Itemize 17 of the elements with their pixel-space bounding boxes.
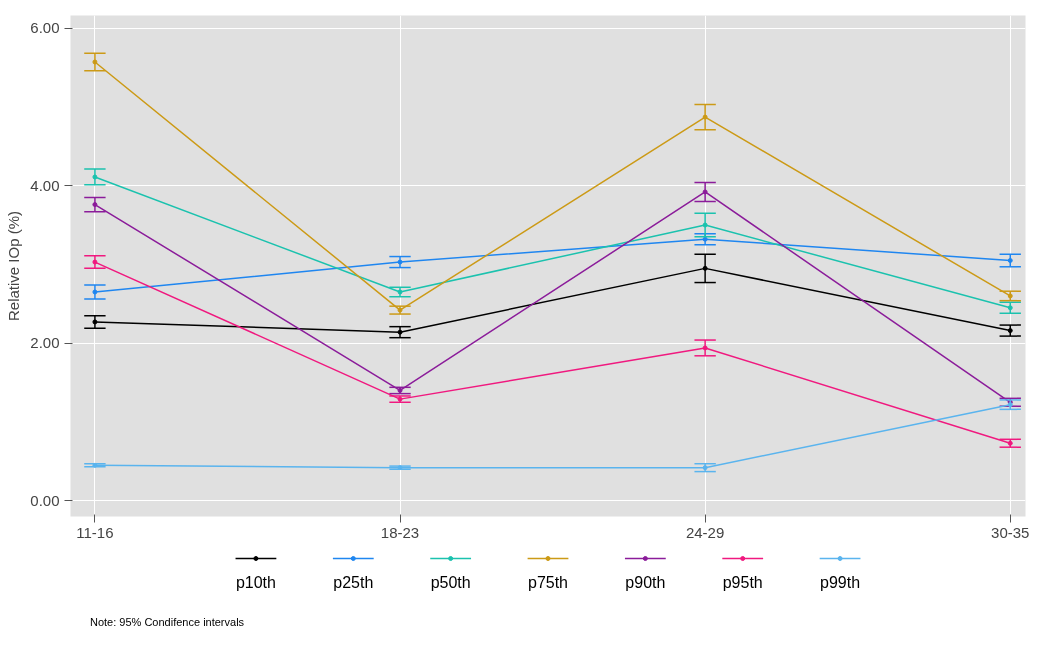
legend-label: p99th (820, 574, 861, 591)
x-tick-label: 30-35 (991, 523, 1030, 541)
legend-label: p10th (235, 574, 276, 591)
legend-label: p90th (625, 574, 666, 591)
y-tick-label: 6.00 (30, 19, 60, 37)
y-axis-title: Relative IOp (%) (5, 210, 23, 322)
legend-label: p75th (527, 574, 569, 591)
x-tick-label: 18-23 (380, 523, 420, 541)
x-tick-label: 11-16 (76, 523, 114, 541)
legend-label: p50th (430, 574, 471, 591)
y-tick-label: 0.00 (30, 491, 60, 509)
legend-label: p25th (333, 574, 374, 591)
x-tick-label: 24-29 (685, 523, 725, 541)
legend-label: p95th (722, 574, 763, 591)
y-tick-label: 4.00 (30, 176, 60, 194)
y-tick-label: 2.00 (30, 334, 60, 352)
text: Note: 95% Condifence intervals (90, 615, 245, 630)
